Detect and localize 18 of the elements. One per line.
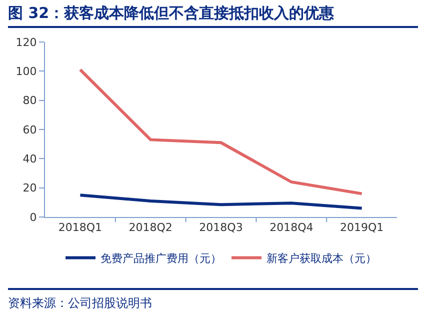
line-series <box>78 194 364 210</box>
x-tick-label: 2019Q1 <box>340 221 384 234</box>
x-tick-label: 2018Q2 <box>128 221 172 234</box>
y-tick-label: 20 <box>22 182 37 195</box>
text: 资料来源：公司招股说明书 <box>8 288 418 312</box>
y-tick-label: 120 <box>16 36 37 49</box>
x-tick-label: 2018Q3 <box>199 221 243 234</box>
chart-title: 图 32：获客成本降低但不含直接抵扣收入的优惠 <box>8 4 418 28</box>
legend-label: 新客户获取成本（元） <box>266 252 376 266</box>
line-series <box>78 68 364 196</box>
x-tick-label: 2018Q4 <box>270 221 314 234</box>
y-tick-label: 100 <box>16 65 37 78</box>
x-tick-label: 2018Q1 <box>58 221 102 234</box>
y-tick-label: 80 <box>22 94 37 108</box>
legend-label: 免费产品推广费用（元） <box>100 252 222 266</box>
y-tick-label: 60 <box>22 123 37 136</box>
y-tick-label: 40 <box>22 152 37 166</box>
y-tick-label: 0 <box>30 210 37 224</box>
